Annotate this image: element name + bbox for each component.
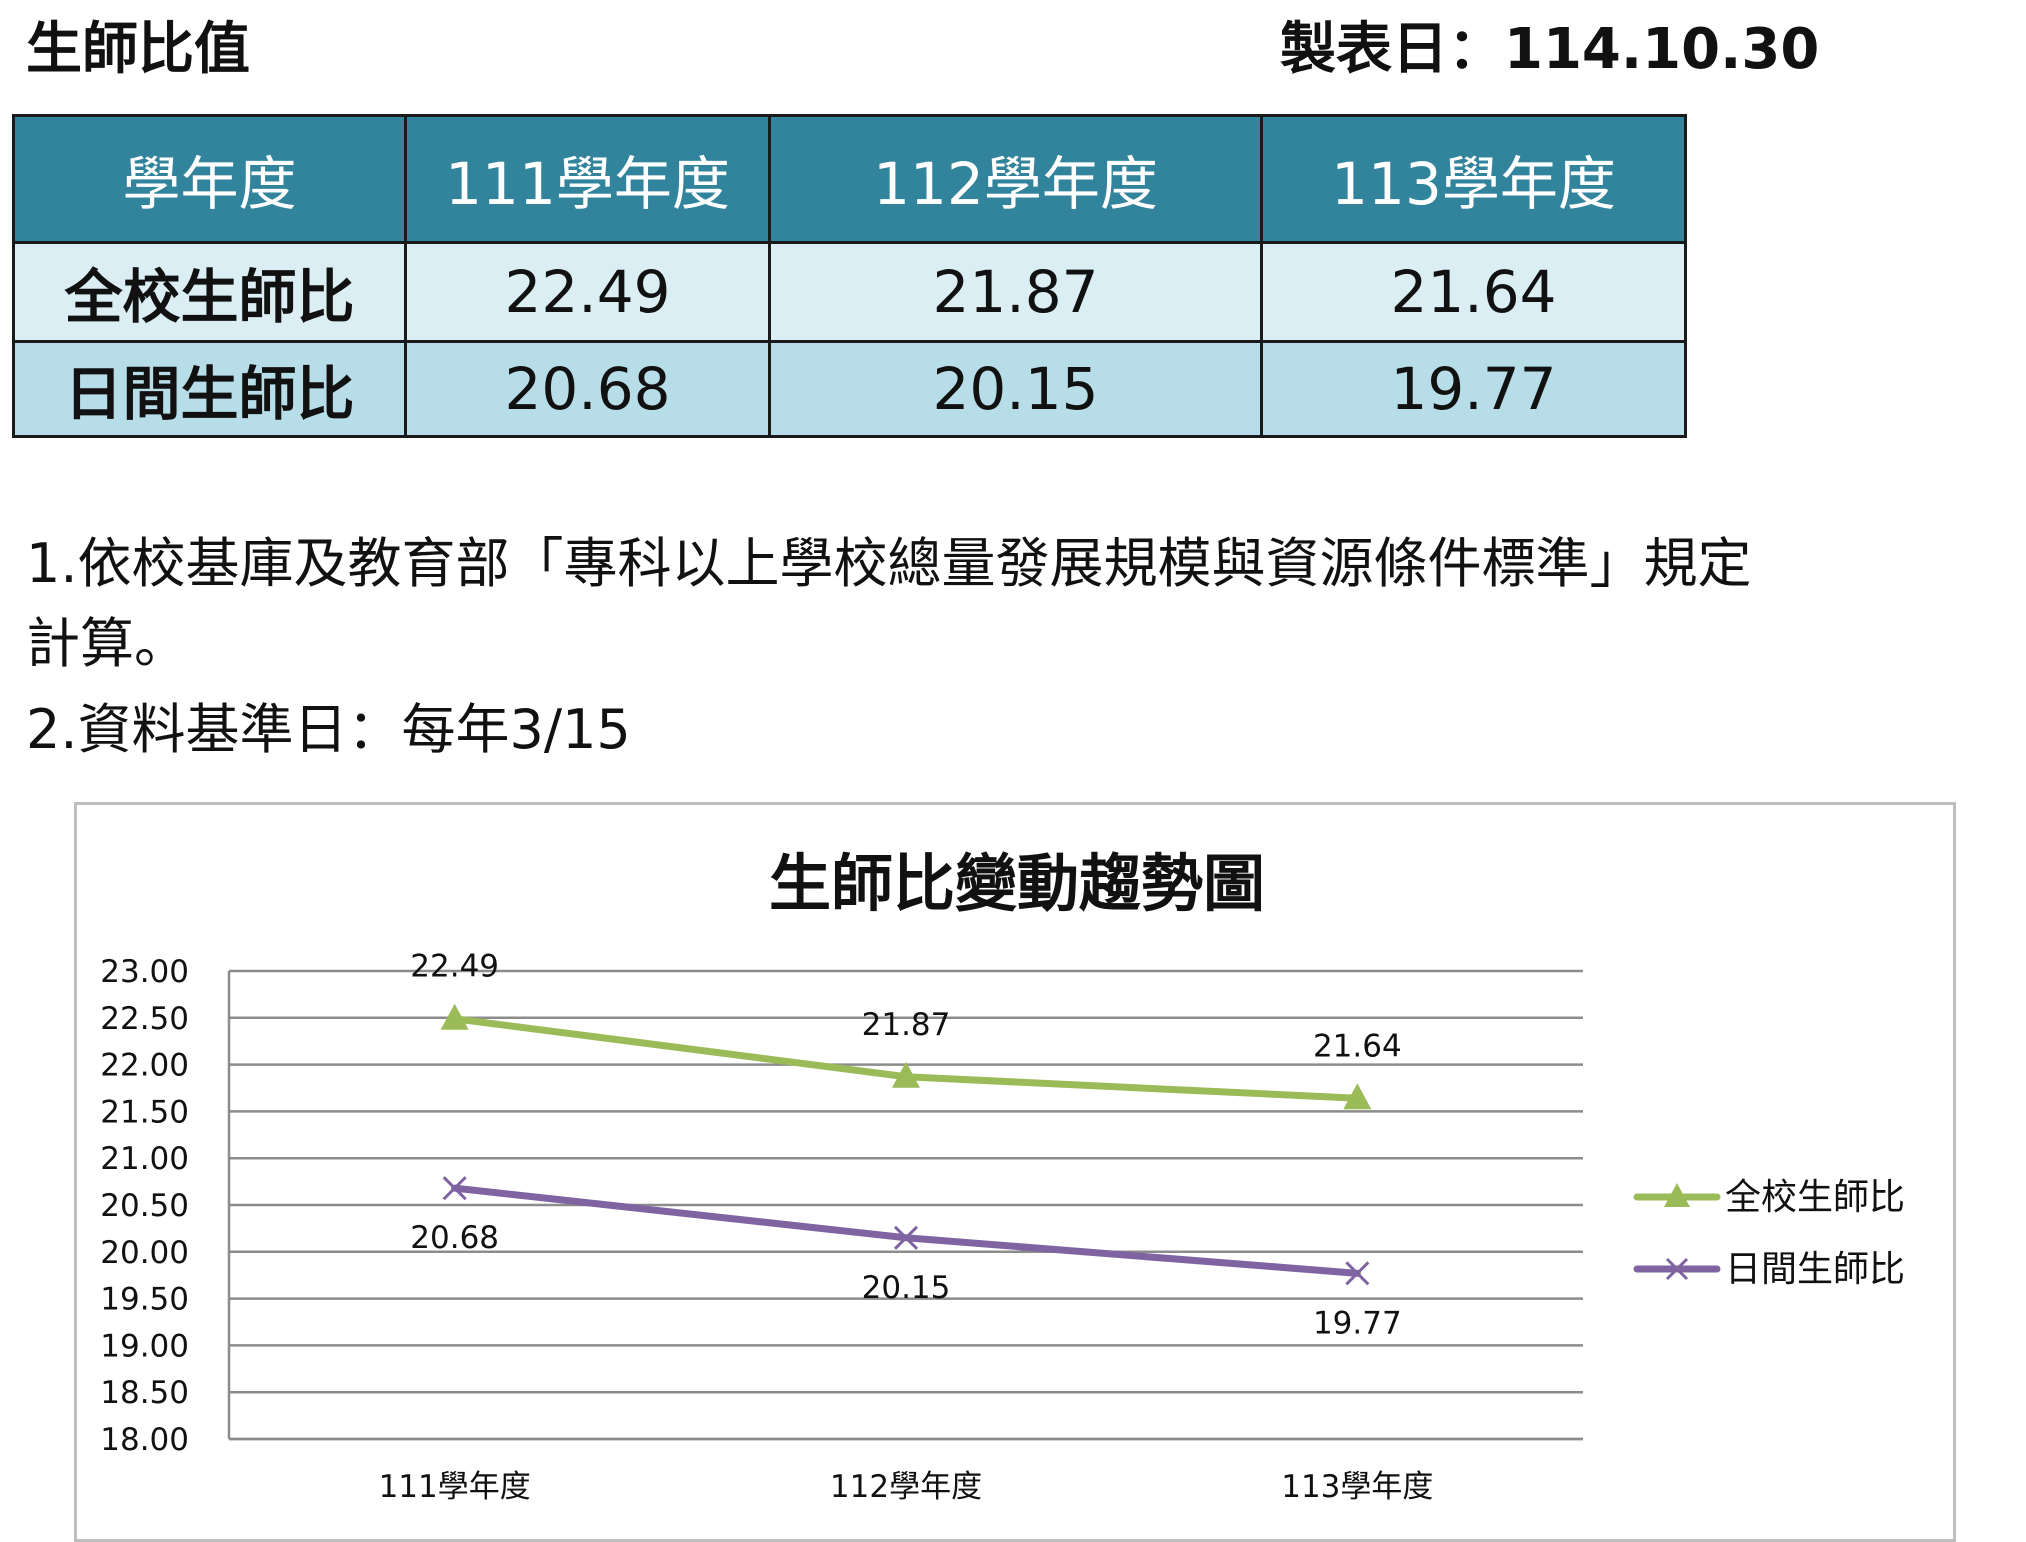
table-cell: 21.64 bbox=[1260, 241, 1687, 343]
table-header-cell: 113學年度 bbox=[1260, 114, 1687, 244]
y-tick-label: 23.00 bbox=[100, 954, 189, 990]
series-line bbox=[451, 1184, 1361, 1277]
table-row: 全校生師比 22.49 21.87 21.64 bbox=[12, 241, 1687, 343]
data-point-x bbox=[1345, 1261, 1370, 1286]
made-date: 製表日：114.10.30 bbox=[1280, 17, 1820, 82]
note-line-3: 2.資料基準日：每年3/15 bbox=[26, 698, 631, 761]
row-label: 日間生師比 bbox=[12, 340, 407, 438]
data-label: 20.15 bbox=[862, 1270, 951, 1306]
table-cell: 20.15 bbox=[768, 340, 1263, 438]
table-cell: 19.77 bbox=[1260, 340, 1687, 438]
y-tick-label: 22.50 bbox=[100, 1001, 189, 1037]
row-label: 全校生師比 bbox=[12, 241, 407, 343]
table-cell: 20.68 bbox=[404, 340, 771, 438]
data-point-triangle bbox=[1343, 1083, 1372, 1110]
data-point-x bbox=[442, 1176, 467, 1201]
chart-title: 生師比變動趨勢圖 bbox=[769, 847, 1265, 920]
data-label: 21.87 bbox=[862, 1007, 951, 1043]
legend-label: 全校生師比 bbox=[1725, 1177, 1905, 1218]
y-tick-label: 19.00 bbox=[100, 1328, 189, 1364]
x-tick-label: 112學年度 bbox=[830, 1469, 982, 1505]
legend-label: 日間生師比 bbox=[1725, 1249, 1905, 1290]
x-tick-label: 113學年度 bbox=[1281, 1469, 1433, 1505]
table-cell: 22.49 bbox=[404, 241, 771, 343]
note-line-1: 1.依校基庫及教育部「專科以上學校總量發展規模與資源條件標準」規定 bbox=[26, 532, 1752, 595]
ratio-table: 學年度 111學年度 112學年度 113學年度 全校生師比 22.49 21.… bbox=[12, 114, 1687, 438]
legend-marker-triangle bbox=[1664, 1183, 1690, 1207]
legend-marker-x bbox=[1665, 1257, 1689, 1281]
data-label: 19.77 bbox=[1313, 1305, 1402, 1341]
data-point-triangle bbox=[440, 1003, 469, 1030]
y-tick-label: 21.00 bbox=[100, 1141, 189, 1177]
note-line-2: 計算。 bbox=[26, 612, 188, 675]
x-tick-label: 111學年度 bbox=[379, 1469, 531, 1505]
data-label: 22.49 bbox=[410, 949, 499, 985]
y-tick-label: 18.00 bbox=[100, 1422, 189, 1458]
y-tick-label: 18.50 bbox=[100, 1375, 189, 1411]
table-header-cell: 112學年度 bbox=[768, 114, 1263, 244]
y-tick-label: 20.00 bbox=[100, 1235, 189, 1271]
table-cell: 21.87 bbox=[768, 241, 1263, 343]
chart-frame: 生師比變動趨勢圖 18.00 18.50 19.00 19.50 20.00 20.50 21… bbox=[74, 802, 1956, 1542]
data-label: 20.68 bbox=[410, 1220, 499, 1256]
data-point-triangle bbox=[892, 1061, 920, 1088]
data-label: 21.64 bbox=[1313, 1028, 1402, 1064]
table-header-cell: 111學年度 bbox=[404, 114, 771, 244]
y-tick-label: 21.50 bbox=[100, 1094, 189, 1130]
page-title: 生師比值 bbox=[26, 17, 250, 82]
line-chart: 生師比變動趨勢圖 18.00 18.50 19.00 19.50 20.00 20.50 21… bbox=[100, 847, 1905, 1505]
y-tick-label: 19.50 bbox=[100, 1282, 189, 1318]
y-tick-label: 22.00 bbox=[100, 1048, 189, 1084]
table-header-row: 學年度 111學年度 112學年度 113學年度 bbox=[12, 114, 1687, 244]
y-tick-label: 20.50 bbox=[100, 1188, 189, 1224]
table-row: 日間生師比 20.68 20.15 19.77 bbox=[12, 340, 1687, 438]
table-header-cell: 學年度 bbox=[12, 114, 407, 244]
data-point-x bbox=[893, 1225, 919, 1250]
